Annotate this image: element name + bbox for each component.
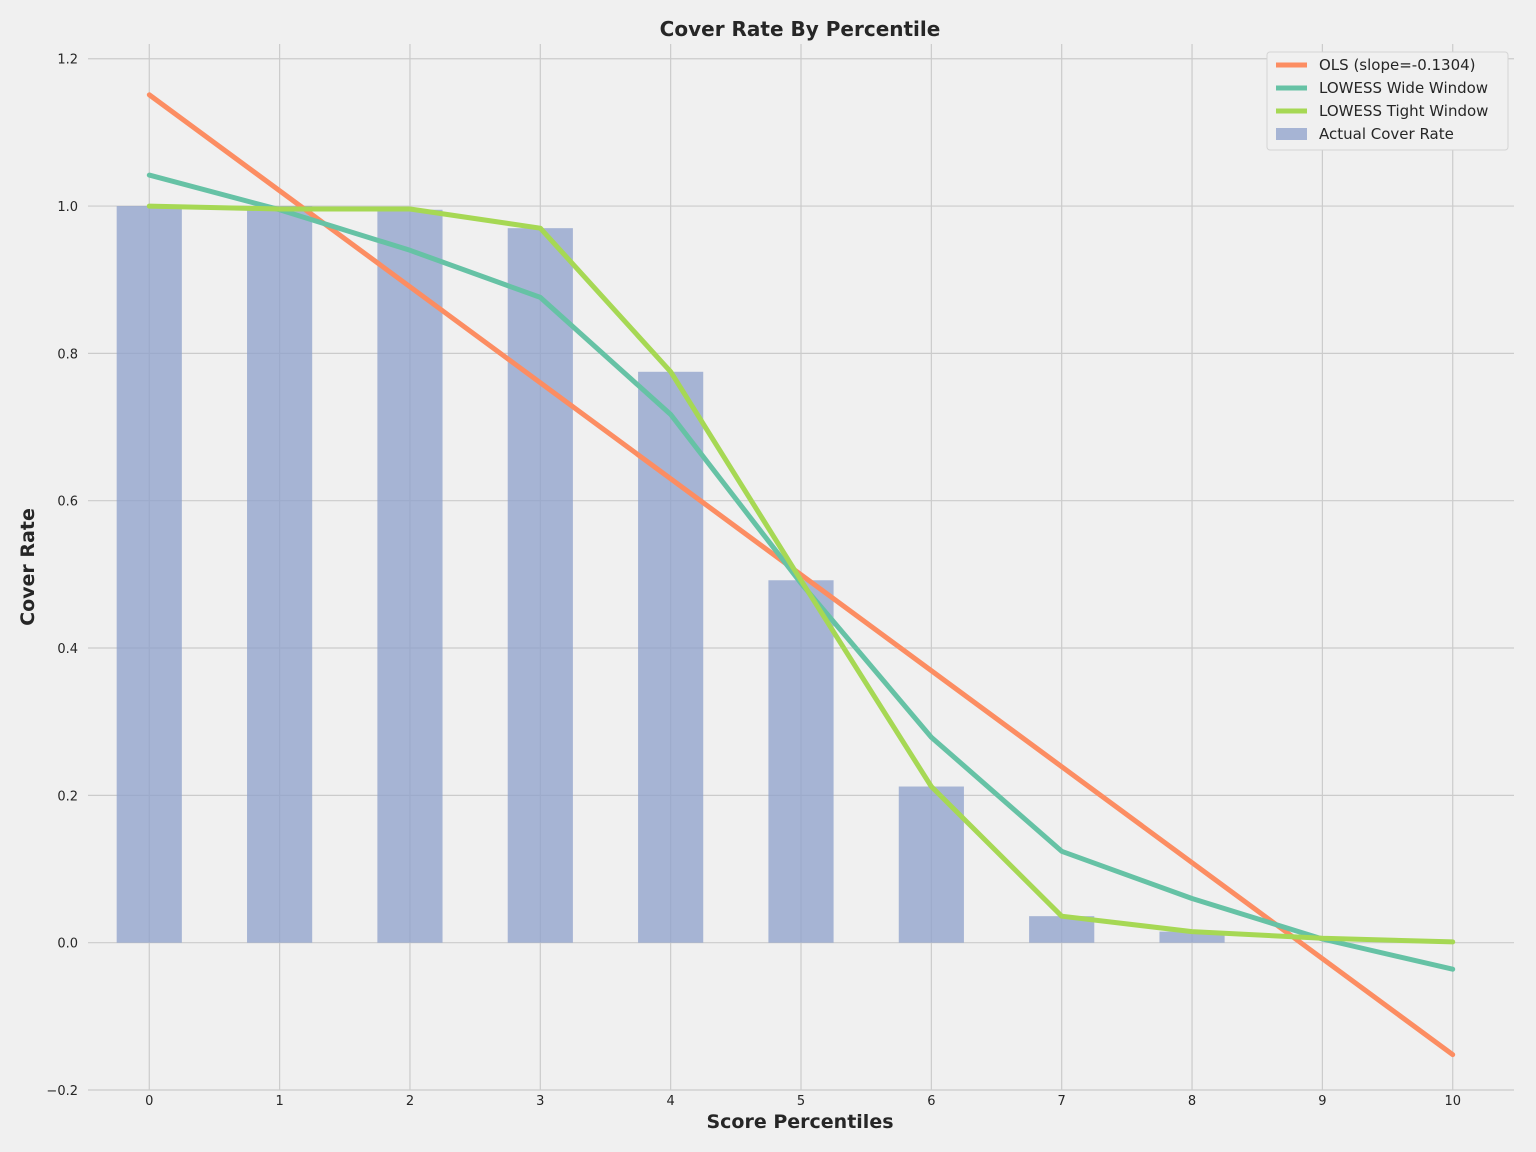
x-tick-label: 3	[536, 1094, 544, 1109]
x-tick-label: 5	[797, 1094, 805, 1109]
y-tick-label: 0.8	[57, 347, 78, 362]
x-tick-label: 10	[1444, 1094, 1461, 1109]
legend-box	[1266, 51, 1509, 151]
y-axis-ticks: −0.2 0.0 0.2 0.4 0.6 0.8 1.0 1.2	[46, 53, 78, 1099]
x-tick-label: 0	[145, 1094, 153, 1109]
bar	[768, 580, 834, 943]
series-lines	[146, 92, 1456, 1058]
x-tick-label: 7	[1058, 1094, 1066, 1109]
y-tick-label: 1.0	[57, 200, 78, 215]
x-tick-label: 4	[667, 1094, 675, 1109]
series-line	[146, 203, 1456, 945]
bar	[116, 206, 182, 943]
y-tick-label: 0.4	[57, 642, 78, 657]
y-axis-label: Cover Rate	[17, 508, 39, 626]
y-tick-label: 0.2	[57, 789, 78, 804]
legend-label: LOWESS Tight Window	[1319, 102, 1488, 120]
x-tick-label: 8	[1188, 1094, 1196, 1109]
legend-swatch	[1276, 128, 1307, 140]
legend-label: OLS (slope=-0.1304)	[1319, 56, 1476, 74]
y-tick-label: 1.2	[57, 53, 78, 68]
series-line	[146, 92, 1456, 1058]
x-axis-label: Score Percentiles	[706, 1111, 893, 1133]
chart-title: Cover Rate By Percentile	[660, 17, 941, 41]
y-tick-label: −0.2	[46, 1084, 78, 1099]
legend: OLS (slope=-0.1304) LOWESS Wide Window LOW…	[1266, 51, 1509, 151]
x-tick-label: 9	[1318, 1094, 1326, 1109]
x-tick-label: 2	[406, 1094, 414, 1109]
legend-label: Actual Cover Rate	[1319, 125, 1454, 143]
y-tick-label: 0.0	[57, 937, 78, 952]
x-tick-label: 6	[927, 1094, 935, 1109]
bar	[247, 206, 313, 943]
bar	[638, 371, 704, 943]
bar	[1159, 931, 1225, 943]
legend-label: LOWESS Wide Window	[1319, 79, 1488, 97]
bars	[116, 206, 1225, 943]
bar	[507, 228, 573, 943]
bar	[898, 786, 964, 943]
y-tick-label: 0.6	[57, 495, 78, 510]
x-tick-label: 1	[275, 1094, 283, 1109]
x-axis-ticks: 0 1 2 3 4 5 6 7 8 9 10	[145, 1094, 1461, 1109]
bar	[377, 209, 443, 943]
